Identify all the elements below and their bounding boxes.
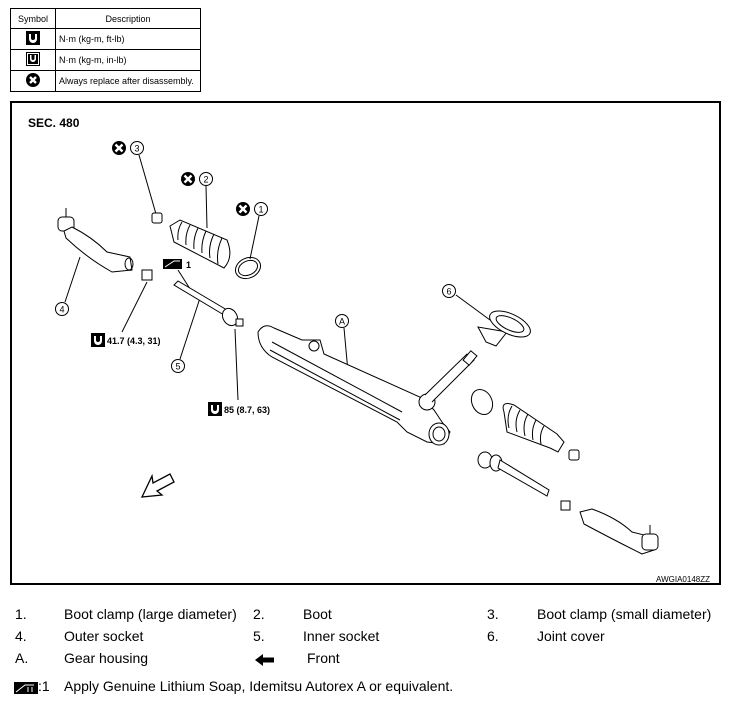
torque-spec-outer-nut: 41.7 (4.3, 31) [107, 336, 161, 346]
torque-wrench-icon [208, 402, 222, 416]
part-number: 6. [487, 628, 499, 644]
part-number: 4. [15, 628, 27, 644]
boot-clamp-small-left [151, 212, 163, 224]
grease-note-text: Apply Genuine Lithium Soap, Idemitsu Aut… [64, 678, 454, 694]
torque-spec-inner-socket: 85 (8.7, 63) [224, 405, 270, 415]
boot-clamp-small-right [568, 449, 580, 461]
part-name: Joint cover [537, 628, 605, 644]
inner-socket-left [173, 280, 244, 327]
callout-a: A [335, 314, 349, 328]
part-number: A. [15, 650, 29, 666]
section-label: SEC. 480 [28, 116, 80, 130]
legend-desc: Always replace after disassembly. [55, 70, 201, 92]
gear-housing [257, 325, 478, 446]
callout-4: 4 [55, 302, 69, 316]
svg-text:1: 1 [258, 205, 263, 215]
legend-header-symbol: Symbol [10, 8, 56, 29]
svg-text:2: 2 [203, 175, 208, 185]
svg-text:A: A [339, 317, 345, 327]
always-replace-icon [234, 200, 252, 218]
torque-wrench-icon [91, 333, 105, 347]
boot-left [169, 219, 231, 269]
callout-3: 3 [130, 141, 144, 155]
lock-nut-left [141, 269, 153, 281]
torque-wrench-ftlb-icon [26, 31, 40, 45]
grease-icon [163, 259, 182, 269]
grease-ref: 1 [186, 260, 191, 270]
grease-note-ref: :1 [38, 678, 50, 694]
part-name: Boot [303, 606, 332, 622]
part-name: Inner socket [303, 628, 380, 644]
inner-socket-right [477, 451, 550, 497]
figure-code: AWGIA0148ZZ [656, 575, 710, 583]
always-replace-icon [179, 170, 197, 188]
always-replace-icon [26, 73, 40, 87]
svg-text:3: 3 [134, 144, 139, 154]
callout-6: 6 [442, 284, 456, 298]
svg-text:5: 5 [175, 362, 180, 372]
part-name: Gear housing [64, 650, 149, 666]
boot-clamp-large-left [234, 256, 262, 280]
part-number: 1. [15, 606, 27, 622]
part-name: Boot clamp (large diameter) [64, 606, 237, 622]
part-number: 2. [253, 606, 265, 622]
legend-desc: N·m (kg-m, in-lb) [55, 49, 201, 71]
svg-text:6: 6 [446, 287, 451, 297]
callout-2: 2 [199, 172, 213, 186]
torque-wrench-inlb-icon [26, 52, 40, 66]
part-name: Outer socket [64, 628, 144, 644]
svg-text:4: 4 [59, 305, 64, 315]
exploded-diagram: SEC. 480 [10, 101, 721, 585]
legend-desc: N·m (kg-m, ft-lb) [55, 28, 201, 50]
part-number: 5. [253, 628, 265, 644]
part-number: 3. [487, 606, 499, 622]
front-arrow-icon [140, 473, 175, 498]
grease-icon [14, 682, 38, 694]
outer-socket-left [57, 208, 134, 273]
front-label: Front [307, 650, 340, 666]
outer-socket-right [579, 508, 659, 555]
boot-clamp-large-right [470, 388, 494, 416]
boot-right [502, 403, 565, 453]
joint-cover [477, 310, 531, 347]
legend-header-description: Description [55, 8, 201, 29]
symbol-legend-table: Symbol Description N·m (kg-m, ft-lb) N·m… [10, 8, 201, 92]
lock-nut-right [560, 500, 571, 511]
callout-5: 5 [171, 359, 185, 373]
front-arrow-icon [255, 654, 274, 666]
always-replace-icon [110, 139, 128, 157]
callout-1: 1 [254, 202, 268, 216]
part-name: Boot clamp (small diameter) [537, 606, 712, 622]
